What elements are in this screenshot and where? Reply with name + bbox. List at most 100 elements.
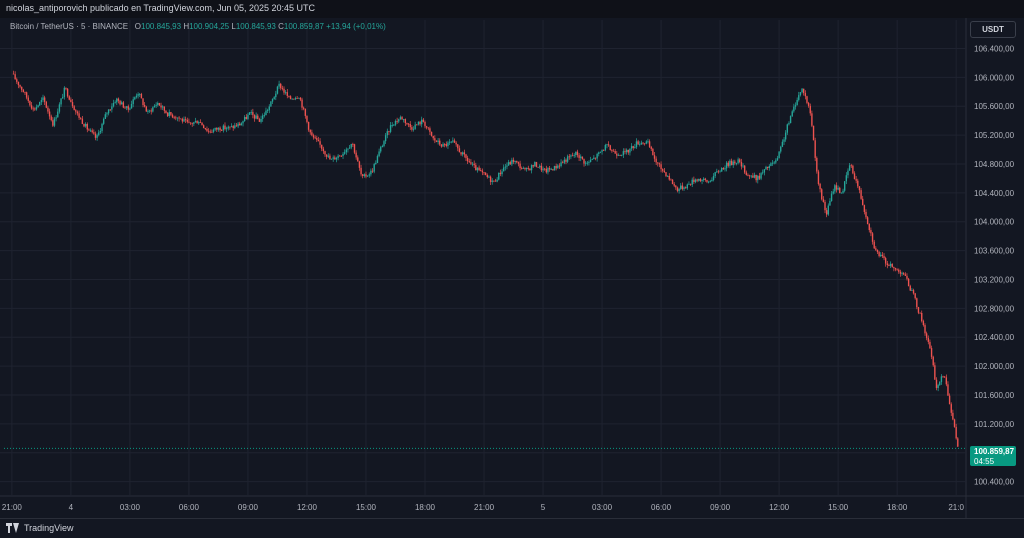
candle-body xyxy=(355,152,357,158)
candle-body xyxy=(498,172,500,180)
currency-button[interactable]: USDT xyxy=(970,21,1016,38)
y-tick-label: 104.000,00 xyxy=(974,218,1015,227)
candle-body xyxy=(73,106,75,111)
tradingview-logo-icon xyxy=(6,523,20,533)
candle-body xyxy=(245,117,248,119)
candle-body xyxy=(721,168,723,172)
candle-body xyxy=(161,106,164,108)
candle-body xyxy=(558,165,561,167)
candle-body xyxy=(83,123,85,127)
candle-body xyxy=(155,104,157,106)
candle-body xyxy=(588,162,590,163)
candle-body xyxy=(221,130,223,132)
candle-body xyxy=(58,104,61,112)
candle-body xyxy=(707,181,710,183)
candle-body xyxy=(80,117,82,119)
x-tick-label: 15:00 xyxy=(356,503,377,512)
candle-body xyxy=(45,101,47,108)
close-label: C xyxy=(278,22,284,31)
candle-body xyxy=(366,175,369,177)
candle-body xyxy=(678,188,680,192)
candle-body xyxy=(275,93,277,98)
candle-body xyxy=(362,174,364,176)
x-tick-label: 09:00 xyxy=(710,503,731,512)
candle-body xyxy=(158,103,161,106)
price-chart[interactable]: 100.400,00100.800,00101.200,00101.600,00… xyxy=(0,18,1024,538)
candle-body xyxy=(509,162,511,165)
symbol-name[interactable]: Bitcoin / TetherUS · 5 · BINANCE xyxy=(10,22,129,31)
candle-body xyxy=(835,185,838,190)
candle-body xyxy=(475,165,477,171)
candle-body xyxy=(375,162,377,165)
candle-body xyxy=(468,161,470,163)
low-label: L xyxy=(231,22,236,31)
candle-body xyxy=(621,154,623,156)
candle-body xyxy=(478,167,480,171)
candle-body xyxy=(76,111,79,114)
candle-body xyxy=(565,159,567,162)
candle-body xyxy=(775,160,777,163)
candle-body xyxy=(819,183,821,190)
candle-body xyxy=(381,145,384,148)
candle-body xyxy=(117,98,120,101)
candle-body xyxy=(16,79,18,82)
candle-body xyxy=(281,88,284,89)
time-axis[interactable]: 21:00 4 03:00 06:00 09:00 12:00 15:00 18:00 21:0… xyxy=(2,503,965,512)
candle-body xyxy=(388,131,390,132)
high-value: 100.904,25 xyxy=(189,22,230,31)
candle-body xyxy=(722,168,725,170)
candle-body xyxy=(489,176,492,182)
last-price-value: 100.859,87 xyxy=(974,447,1015,456)
candle-body xyxy=(470,162,472,164)
candle-body xyxy=(765,166,767,170)
candle-body xyxy=(286,92,288,96)
close-value: 100.859,87 xyxy=(283,22,324,31)
candle-body xyxy=(945,377,948,385)
candle-body xyxy=(629,148,631,153)
candle-body xyxy=(253,115,256,119)
candle-body xyxy=(452,140,454,142)
candle-body xyxy=(504,166,507,168)
candle-body xyxy=(511,159,513,165)
candle-body xyxy=(224,125,226,130)
candle-body xyxy=(430,131,433,136)
candle-body xyxy=(888,265,890,266)
candle-body xyxy=(807,102,810,106)
candle-body xyxy=(530,165,533,171)
x-tick-label: 06:00 xyxy=(179,503,200,512)
candle-body xyxy=(648,141,651,147)
candle-body xyxy=(124,107,126,109)
tradingview-logo[interactable]: TradingView xyxy=(6,523,74,533)
candle-body xyxy=(662,169,664,171)
candle-body xyxy=(683,187,685,190)
candle-body xyxy=(22,89,25,93)
candle-body xyxy=(163,106,166,111)
price-axis[interactable]: 100.400,00100.800,00101.200,00101.600,00… xyxy=(974,44,1015,486)
candle-body xyxy=(673,184,675,186)
symbol-legend[interactable]: Bitcoin / TetherUS · 5 · BINANCE O100.84… xyxy=(10,22,386,31)
candle-body xyxy=(265,110,267,116)
candle-body xyxy=(491,180,493,182)
candle-body xyxy=(735,163,738,164)
candle-body xyxy=(53,118,56,126)
candle-body xyxy=(314,137,316,139)
candle-body xyxy=(827,205,829,215)
candle-body xyxy=(242,121,244,124)
candle-body xyxy=(457,144,459,149)
candle-body xyxy=(271,99,274,102)
candle-body xyxy=(519,163,521,169)
candle-body xyxy=(307,121,310,130)
candle-body xyxy=(230,126,233,127)
candle-body xyxy=(717,171,720,173)
candle-body xyxy=(632,146,634,149)
candle-body xyxy=(729,160,731,166)
candle-body xyxy=(604,145,607,151)
candle-body xyxy=(611,149,613,151)
candle-body xyxy=(239,123,241,126)
candle-body xyxy=(607,144,610,146)
candle-body xyxy=(583,159,585,164)
candle-body xyxy=(422,119,425,122)
candle-body xyxy=(311,132,313,136)
candle-body xyxy=(211,131,213,133)
candle-body xyxy=(884,258,887,264)
